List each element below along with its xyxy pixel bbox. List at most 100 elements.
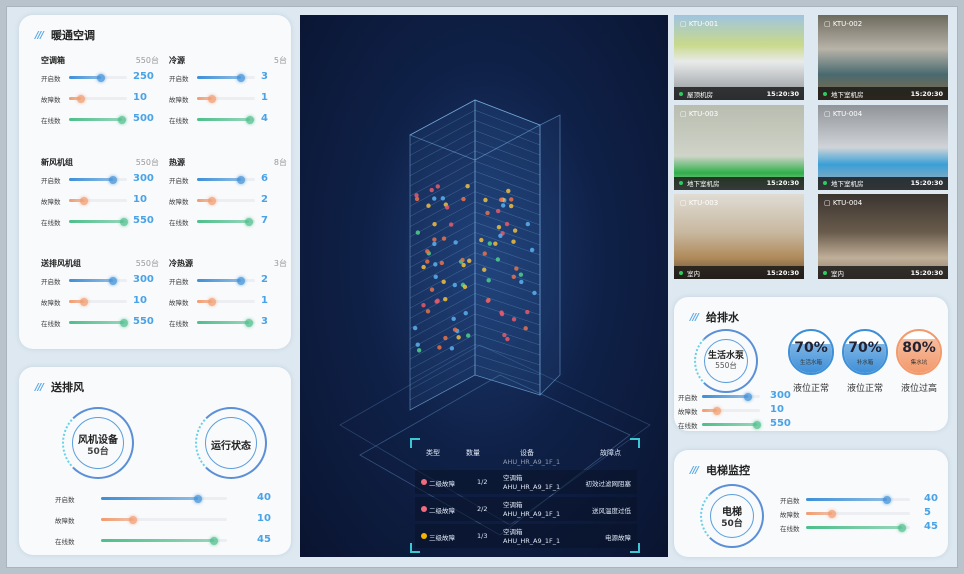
meter-fault: 故障数 1: [169, 295, 291, 307]
meter-value: 1: [261, 92, 268, 103]
meter-fill: [101, 539, 215, 542]
meter-value: 10: [133, 92, 147, 103]
sensor-point: [440, 196, 446, 201]
sensor-point: [511, 274, 516, 280]
fan-device-ring: [62, 407, 134, 479]
meter-track: [806, 495, 910, 504]
meter-online: 在线数 550: [41, 316, 163, 328]
sensor-point: [460, 257, 465, 263]
camera-location: 地下室机房: [687, 180, 720, 188]
sensor-point: [512, 228, 518, 233]
meter-track: [806, 509, 910, 518]
sensor-point: [453, 240, 458, 245]
meter-fault: 故障数 10: [41, 92, 163, 104]
camera-feed[interactable]: ▢ KTU-002 地下室机房 15:20:30: [818, 15, 948, 100]
sensor-point: [467, 258, 472, 263]
meter-open: 开启数 40: [55, 492, 287, 504]
online-status-dot: [679, 91, 683, 96]
device-group: 热源 8台 开启数 6 故障数 2 在线数 7: [169, 157, 287, 247]
camera-feed[interactable]: ▢ KTU-003 室内 15:20:30: [674, 194, 804, 279]
camera-time: 15:20:30: [910, 179, 943, 187]
alarm-row[interactable]: 二级故障 2/2 空调箱 AHU_HR_A9_1F_1 送风温度过低: [415, 497, 637, 521]
tank-name: 补水箱: [856, 360, 874, 366]
alarm-row[interactable]: 二级故障 1/2 空调箱 AHU_HR_A9_1F_1 初效过滤网阻塞: [415, 470, 637, 494]
title-bars-icon: ///: [35, 29, 44, 41]
device-group: 冷热源 3台 开启数 2 故障数 1 在线数 3: [169, 258, 287, 348]
meter-open: 开启数 40: [780, 493, 954, 505]
meter-value: 250: [133, 71, 154, 82]
meter-track: [197, 297, 255, 306]
meter-fill: [197, 279, 241, 282]
camera-feed[interactable]: ▢ KTU-001 屋顶机房 15:20:30: [674, 15, 804, 100]
online-status-dot: [823, 91, 827, 96]
alarm-type: 二级故障: [429, 507, 455, 515]
meter-track: [702, 406, 760, 415]
tank-gauge: 70% 补水箱: [842, 329, 888, 375]
meter-fault: 故障数 5: [780, 507, 954, 519]
alarm-point: 初效过滤网阻塞: [585, 480, 632, 488]
sensor-point: [482, 267, 487, 272]
sensor-point: [443, 297, 448, 302]
camera-time: 15:20:30: [766, 89, 799, 98]
sensor-point: [485, 298, 491, 304]
sensor-point: [425, 259, 430, 264]
meter-knob: [828, 509, 836, 518]
meter-knob: [207, 94, 216, 103]
camera-icon: ▢: [680, 20, 689, 28]
meter-knob: [712, 406, 721, 415]
sensor-point: [437, 345, 442, 350]
meter-value: 550: [133, 316, 154, 327]
camera-icon: ▢: [680, 199, 689, 207]
ventilation-panel: /// 送排风 风机设备 50台 运行状态 开启数 40 故障数 10 在线数 45: [19, 367, 291, 555]
meter-fill: [197, 178, 241, 181]
sensor-point: [496, 224, 502, 230]
meter-fault: 故障数 2: [169, 194, 291, 206]
meter-value: 45: [924, 521, 938, 532]
severity-dot: [421, 506, 427, 512]
meter-track: [702, 392, 760, 401]
device-group: 送排风机组 550台 开启数 300 故障数 10 在线数 550: [41, 258, 159, 348]
tank-status: 液位正常: [792, 384, 829, 394]
sensor-point: [506, 188, 511, 194]
sensor-point: [448, 222, 454, 227]
sensor-point: [461, 196, 466, 202]
meter-value: 40: [924, 493, 938, 504]
meter-value: 2: [261, 274, 268, 285]
building-3d-view[interactable]: 类型 数量 设备 故障点 AHU_HR_A9_1F_1 二级故障 1/2 空调箱 AH…: [300, 15, 668, 557]
water-title: 给排水: [705, 311, 739, 324]
meter-value: 10: [133, 194, 147, 205]
camera-location: 地下室机房: [831, 180, 864, 188]
meter-label: 在线数: [678, 422, 698, 430]
camera-feed[interactable]: ▢ KTU-004 室内 15:20:30: [818, 194, 948, 279]
camera-id-text: KTU-003: [688, 109, 719, 118]
meter-value: 4: [261, 113, 268, 124]
alarm-row[interactable]: 三级故障 1/3 空调箱 AHU_HR_A9_1F_1 电源故障: [415, 524, 637, 548]
alarm-type: 二级故障: [429, 480, 455, 488]
alarm-device-id: AHU_HR_A9_1F_1: [503, 510, 561, 518]
camera-caption: 地下室机房 15:20:30: [674, 176, 804, 190]
meter-label: 故障数: [780, 511, 800, 519]
camera-feed[interactable]: ▢ KTU-004 地下室机房 15:20:30: [818, 104, 948, 190]
sensor-point: [444, 205, 450, 210]
sensor-point: [451, 316, 456, 322]
camera-feed[interactable]: ▢ KTU-003 地下室机房 15:20:30: [674, 104, 804, 190]
meter-track: [197, 318, 255, 327]
meter-value: 300: [133, 274, 154, 285]
sensor-point: [529, 247, 535, 253]
alarm-type: 三级故障: [429, 534, 455, 542]
meter-fill: [101, 497, 199, 500]
sensor-point: [525, 309, 530, 315]
meter-value: 10: [770, 404, 784, 415]
meter-knob: [108, 276, 117, 285]
sensor-point: [441, 279, 446, 284]
meter-fill: [197, 97, 212, 100]
building-wireframe: [339, 99, 651, 536]
alarm-point: 电源故障: [605, 534, 631, 542]
meter-label: 在线数: [780, 525, 800, 533]
meter-fault: 故障数 1: [169, 92, 291, 104]
sensor-point: [486, 278, 491, 283]
sensor-point: [425, 309, 431, 314]
ventilation-title: 送排风: [50, 381, 84, 394]
sensor-point: [426, 203, 431, 208]
severity-dot: [421, 479, 427, 485]
